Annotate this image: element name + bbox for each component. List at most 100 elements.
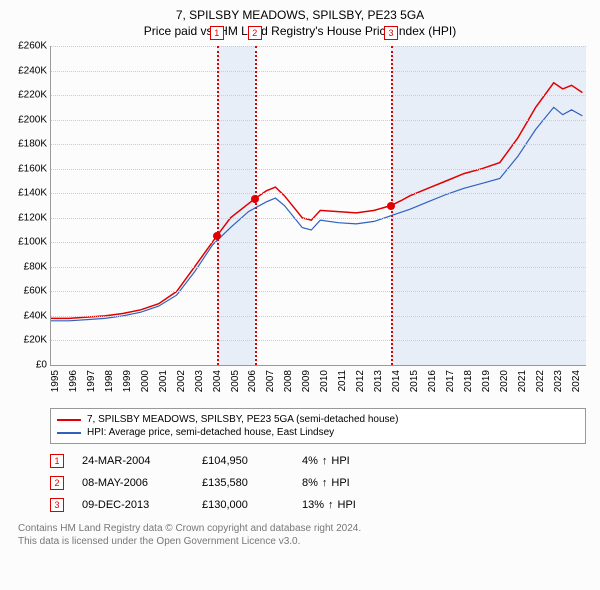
chart-y-label: £260K [18,41,47,52]
chart-x-label: 1996 [68,370,79,392]
sale-pct-value: 13% [302,499,324,511]
footnote: Contains HM Land Registry data © Crown c… [18,522,586,548]
chart-y-label: £100K [18,237,47,248]
chart-x-label: 2019 [481,370,492,392]
chart-y-label: £180K [18,139,47,150]
legend-row: 7, SPILSBY MEADOWS, SPILSBY, PE23 5GA (s… [57,413,579,426]
chart-y-label: £240K [18,65,47,76]
chart-x-label: 2007 [265,370,276,392]
sale-pct: 13% ↑ HPI [302,499,356,511]
chart-x-label: 2004 [212,370,223,392]
chart-y-label: £60K [24,286,47,297]
sale-row: 1 24-MAR-2004£104,9504% ↑HPI [50,450,586,472]
sale-date: 09-DEC-2013 [82,499,202,511]
sale-pct: 4% ↑HPI [302,455,350,467]
chart-x-label: 2000 [140,370,151,392]
chart-x-label: 1997 [86,370,97,392]
sale-event-marker: 1 [210,26,224,40]
sale-pct: 8% ↑HPI [302,477,350,489]
chart-x-label: 2013 [373,370,384,392]
sale-row-marker: 2 [50,476,64,490]
chart-x-label: 2023 [553,370,564,392]
sale-price: £104,950 [202,455,302,467]
chart-x-label: 2022 [535,370,546,392]
chart-y-label: £160K [18,163,47,174]
chart-gridline [51,71,586,72]
chart-x-label: 2002 [176,370,187,392]
chart-y-label: £120K [18,212,47,223]
price-chart: £0£20K£40K£60K£80K£100K£120K£140K£160K£1… [50,46,586,366]
sale-date: 24-MAR-2004 [82,455,202,467]
sale-date: 08-MAY-2006 [82,477,202,489]
chart-y-label: £80K [24,261,47,272]
chart-gridline [51,218,586,219]
chart-gridline [51,120,586,121]
chart-y-label: £220K [18,90,47,101]
sale-event-dot [387,202,395,210]
chart-x-label: 2016 [427,370,438,392]
sale-event-vline [217,46,219,365]
chart-x-label: 2009 [301,370,312,392]
chart-y-label: £140K [18,188,47,199]
chart-x-label: 2001 [158,370,169,392]
chart-x-label: 1999 [122,370,133,392]
chart-y-label: £20K [24,335,47,346]
legend-swatch [57,432,81,434]
chart-x-label: 2024 [571,370,582,392]
sale-event-vline [255,46,257,365]
sale-pct-suffix: HPI [331,477,349,489]
legend-row: HPI: Average price, semi-detached house,… [57,426,579,439]
chart-x-label: 2018 [463,370,474,392]
chart-lines-svg [51,46,586,365]
chart-series-red [51,83,582,319]
sale-pct-suffix: HPI [331,455,349,467]
sale-row-marker: 3 [50,498,64,512]
chart-x-label: 2015 [409,370,420,392]
sale-row-marker: 1 [50,454,64,468]
sale-event-marker: 3 [384,26,398,40]
sale-event-dot [213,232,221,240]
chart-x-label: 2014 [391,370,402,392]
chart-gridline [51,46,586,47]
chart-x-label: 2008 [283,370,294,392]
chart-x-label: 1995 [50,370,61,392]
page-title-address: 7, SPILSBY MEADOWS, SPILSBY, PE23 5GA [4,8,596,22]
page-title-subtitle: Price paid vs. HM Land Registry's House … [4,24,596,38]
chart-x-label: 2021 [517,370,528,392]
sale-pct-suffix: HPI [338,499,356,511]
footnote-line1: Contains HM Land Registry data © Crown c… [18,523,361,534]
chart-gridline [51,144,586,145]
chart-gridline [51,267,586,268]
chart-x-label: 2012 [355,370,366,392]
chart-legend: 7, SPILSBY MEADOWS, SPILSBY, PE23 5GA (s… [50,408,586,444]
legend-label: 7, SPILSBY MEADOWS, SPILSBY, PE23 5GA (s… [87,414,398,425]
chart-x-label: 2020 [499,370,510,392]
arrow-up-icon: ↑ [328,499,334,511]
chart-x-label: 2003 [194,370,205,392]
chart-gridline [51,340,586,341]
chart-x-label: 2005 [230,370,241,392]
arrow-up-icon: ↑ [322,455,328,467]
arrow-up-icon: ↑ [322,477,328,489]
chart-x-label: 2017 [445,370,456,392]
sale-price: £135,580 [202,477,302,489]
sale-pct-value: 8% [302,477,318,489]
legend-swatch [57,419,81,421]
sale-event-marker: 2 [248,26,262,40]
sale-row: 3 09-DEC-2013£130,00013% ↑ HPI [50,494,586,516]
chart-x-label: 2006 [247,370,258,392]
sales-table: 124-MAR-2004£104,9504%↑HPI208-MAY-2006£1… [50,450,586,516]
chart-y-label: £200K [18,114,47,125]
chart-gridline [51,242,586,243]
sale-row: 2 08-MAY-2006£135,5808% ↑HPI [50,472,586,494]
chart-gridline [51,193,586,194]
chart-x-axis: 1995199619971998199920002001200220032004… [50,366,586,402]
sale-event-dot [251,195,259,203]
chart-x-label: 2011 [337,370,348,392]
sale-price: £130,000 [202,499,302,511]
legend-label: HPI: Average price, semi-detached house,… [87,427,334,438]
footnote-line2: This data is licensed under the Open Gov… [18,536,300,547]
sale-pct-value: 4% [302,455,318,467]
chart-gridline [51,291,586,292]
chart-y-label: £40K [24,310,47,321]
